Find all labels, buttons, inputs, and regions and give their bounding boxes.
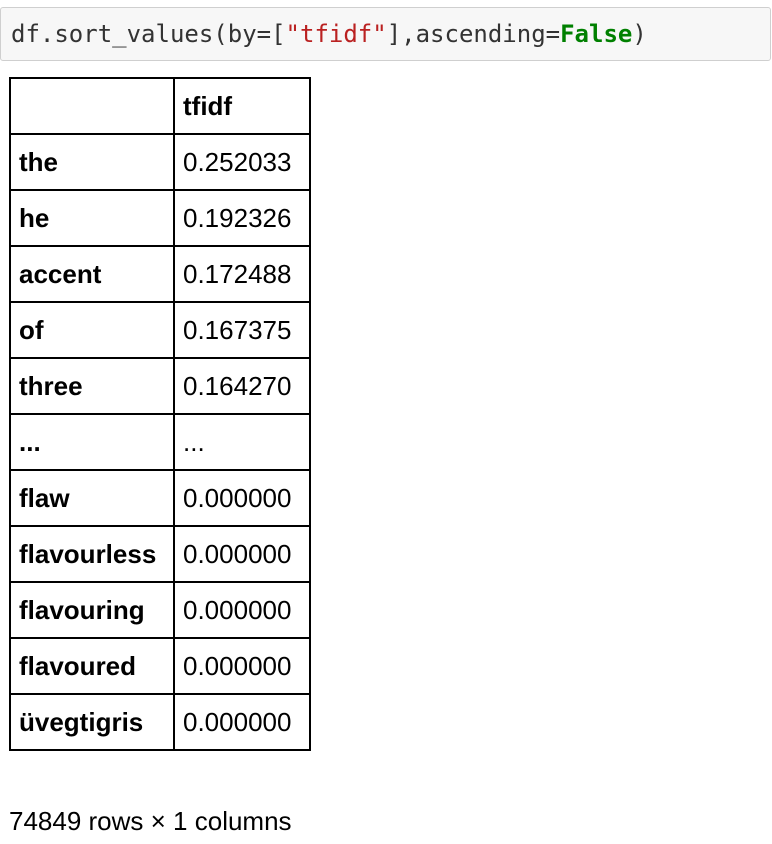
row-index-cell: accent — [9, 245, 175, 303]
row-index-cell: flaw — [9, 469, 175, 527]
code-token-call: df.sort_values(by=[ — [11, 20, 286, 48]
row-index-cell: flavourless — [9, 525, 175, 583]
row-index-cell: he — [9, 189, 175, 247]
table-row: flaw 0.000000 — [9, 469, 311, 527]
row-value-cell: 0.000000 — [173, 525, 311, 583]
row-value-cell: 0.192326 — [173, 189, 311, 247]
code-token-keyword: False — [560, 20, 633, 48]
code-token-string: "tfidf" — [285, 20, 387, 48]
column-header-tfidf: tfidf — [173, 77, 311, 135]
row-index-cell: three — [9, 357, 175, 415]
table-row: flavoured 0.000000 — [9, 637, 311, 695]
index-header-cell — [9, 77, 175, 135]
row-value-cell: 0.164270 — [173, 357, 311, 415]
row-value-cell: 0.000000 — [173, 637, 311, 695]
code-cell-input[interactable]: df.sort_values(by=["tfidf"],ascending= Fa… — [0, 7, 771, 61]
dataframe-table: tfidf the 0.252033 he 0.192326 accent 0.… — [9, 77, 311, 751]
table-row: flavouring 0.000000 — [9, 581, 311, 639]
code-token-close: ) — [632, 20, 647, 48]
row-value-cell: 0.172488 — [173, 245, 311, 303]
row-value-cell: ... — [173, 413, 311, 471]
dataframe-shape-info: 74849 rows × 1 columns — [9, 806, 292, 836]
table-row: three 0.164270 — [9, 357, 311, 415]
row-value-cell: 0.000000 — [173, 469, 311, 527]
row-index-cell: the — [9, 133, 175, 191]
row-value-cell: 0.000000 — [173, 581, 311, 639]
row-index-cell: flavouring — [9, 581, 175, 639]
table-row: üvegtigris 0.000000 — [9, 693, 311, 751]
row-index-cell: of — [9, 301, 175, 359]
table-body: the 0.252033 he 0.192326 accent 0.172488… — [9, 133, 311, 751]
code-token-args: ],ascending= — [386, 20, 561, 48]
row-value-cell: 0.167375 — [173, 301, 311, 359]
row-value-cell: 0.252033 — [173, 133, 311, 191]
table-row: the 0.252033 — [9, 133, 311, 191]
row-index-cell: flavoured — [9, 637, 175, 695]
table-row: flavourless 0.000000 — [9, 525, 311, 583]
table-row: of 0.167375 — [9, 301, 311, 359]
row-value-cell: 0.000000 — [173, 693, 311, 751]
table-row-ellipsis: ... ... — [9, 413, 311, 471]
table-header-row: tfidf — [9, 77, 311, 135]
row-index-cell: üvegtigris — [9, 693, 175, 751]
table-row: he 0.192326 — [9, 189, 311, 247]
table-row: accent 0.172488 — [9, 245, 311, 303]
row-index-cell: ... — [9, 413, 175, 471]
